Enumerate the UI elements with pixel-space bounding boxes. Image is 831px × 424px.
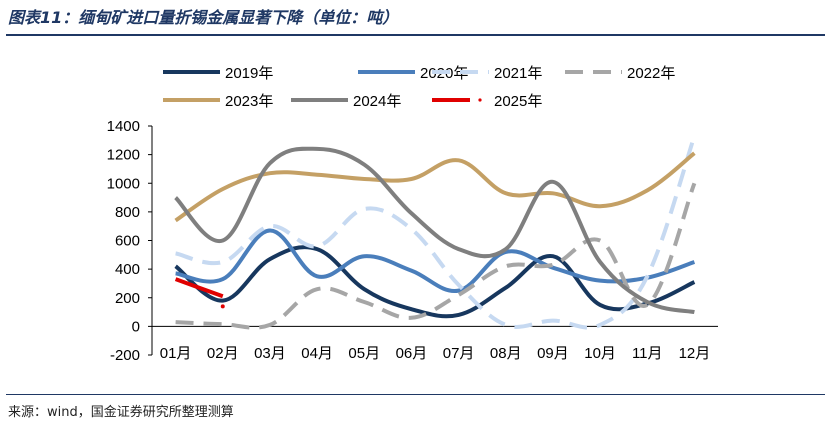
legend-dot xyxy=(478,98,482,102)
x-tick-label: 02月 xyxy=(207,345,239,362)
x-tick-label: 03月 xyxy=(254,345,286,362)
y-tick-label: 1200 xyxy=(107,147,140,164)
series-line-2024年 xyxy=(174,146,695,315)
legend-item-2024年: 2024年 xyxy=(291,93,401,110)
legend-label: 2021年 xyxy=(494,65,542,82)
legend-label: 2023年 xyxy=(225,93,273,110)
x-tick-label: 11月 xyxy=(632,345,663,362)
legend-label: 2019年 xyxy=(225,65,273,82)
y-tick-label: 1000 xyxy=(107,175,140,192)
series-line-2019年 xyxy=(174,245,696,319)
x-tick-label: 12月 xyxy=(679,345,711,362)
source-note: 来源：wind，国金证券研究所整理测算 xyxy=(8,405,234,420)
y-tick-label: 400 xyxy=(115,261,140,278)
legend-item-2019年: 2019年 xyxy=(163,65,273,82)
y-tick-label: -200 xyxy=(110,347,140,364)
axes: 1400 1200 1000 800 600 400 200 0 -200 01月 02月 03月 04… xyxy=(107,118,718,364)
y-tick-label: 0 xyxy=(132,318,140,335)
legend-label: 2024年 xyxy=(353,93,401,110)
legend-item-2020年: 2020年 xyxy=(358,65,468,82)
y-tick-label: 800 xyxy=(115,204,140,221)
footer-rule xyxy=(6,394,825,395)
title-rule xyxy=(6,34,825,36)
legend: 2019年 2020年 2021年 2022年 2023年 2024年 2025年 xyxy=(163,65,675,110)
legend-item-2025年: 2025年 xyxy=(432,93,542,110)
series-line-2020年 xyxy=(175,228,696,293)
x-tick-label: 09月 xyxy=(537,345,569,362)
legend-item-2022年: 2022年 xyxy=(565,65,675,82)
series-line-2022年 xyxy=(175,182,697,330)
legend-item-2023年: 2023年 xyxy=(163,93,273,110)
y-tick-label: 1400 xyxy=(107,118,140,135)
legend-label: 2025年 xyxy=(494,93,542,110)
series-line-2025年 xyxy=(174,277,224,299)
series-line-2021年 xyxy=(175,135,697,330)
legend-item-2021年: 2021年 xyxy=(432,65,542,82)
series-line-2023年 xyxy=(174,151,696,223)
series-lines xyxy=(174,135,697,330)
chart-title: 图表11：缅甸矿进口量折锡金属显著下降（单位：吨） xyxy=(8,8,399,27)
x-tick-label: 01月 xyxy=(160,345,192,362)
y-tick-label: 600 xyxy=(115,233,140,250)
x-tick-label: 08月 xyxy=(490,345,522,362)
data-point-2025 xyxy=(220,304,225,309)
x-tick-label: 07月 xyxy=(443,345,475,362)
x-tick-label: 05月 xyxy=(348,345,380,362)
x-tick-label: 06月 xyxy=(396,345,428,362)
x-tick-label: 04月 xyxy=(301,345,333,362)
x-tick-label: 10月 xyxy=(584,345,616,362)
y-tick-label: 200 xyxy=(115,290,140,307)
legend-label: 2022年 xyxy=(627,65,675,82)
